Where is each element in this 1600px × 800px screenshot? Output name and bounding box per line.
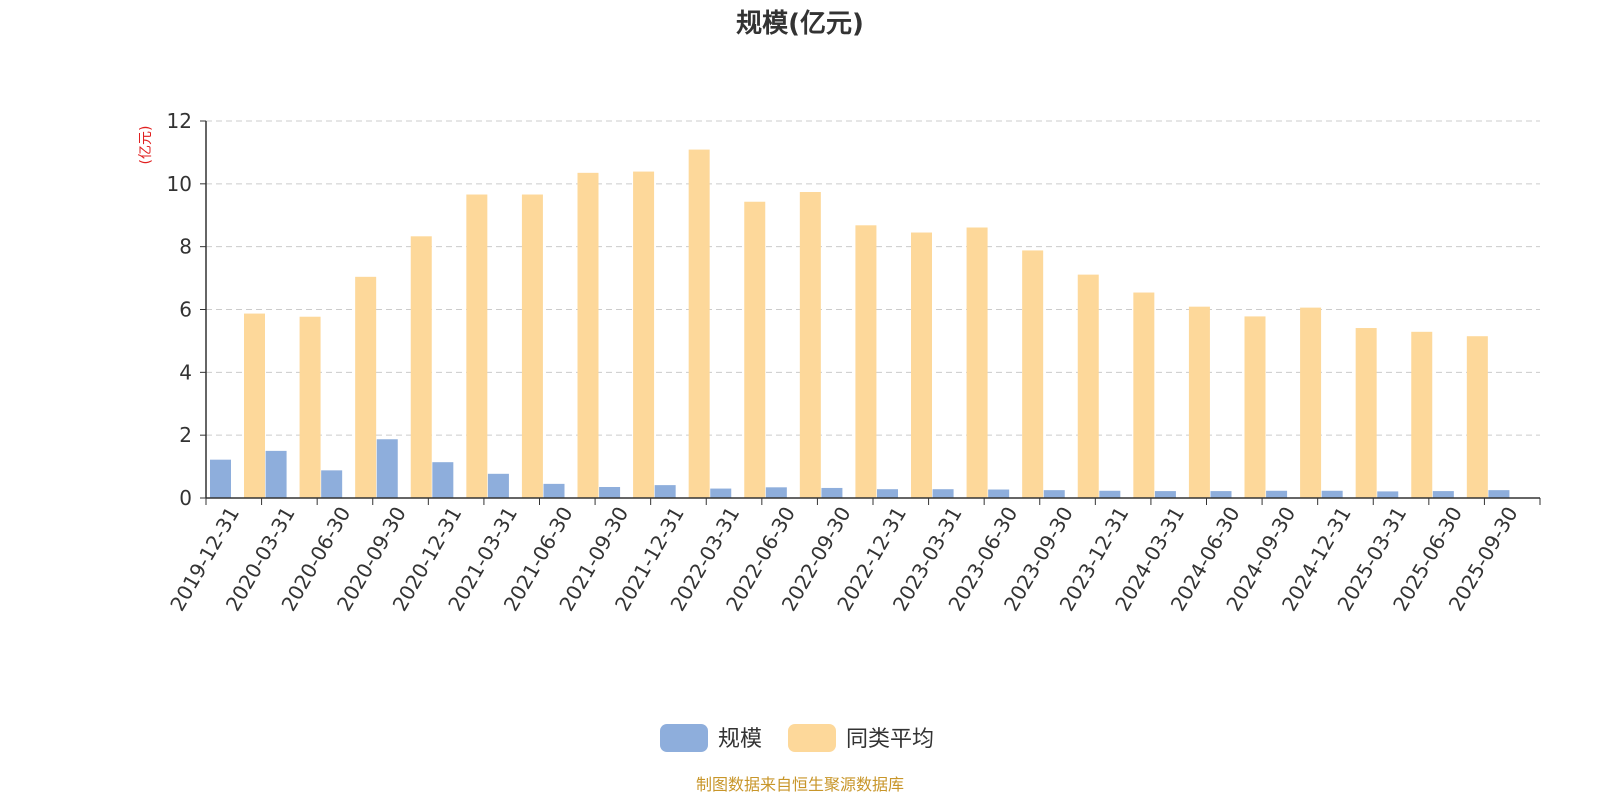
bar-scale: [265, 450, 287, 498]
bar-peer-avg: [1022, 250, 1044, 498]
bar-scale: [210, 459, 231, 498]
bar-scale: [1321, 490, 1343, 498]
y-tick-label: 6: [179, 298, 192, 322]
bar-scale: [654, 485, 676, 498]
y-tick-label: 10: [167, 172, 192, 196]
bar-scale: [710, 488, 732, 498]
legend-label: 同类平均: [846, 727, 934, 752]
bar-scale: [599, 487, 621, 498]
y-tick-label: 8: [179, 235, 192, 259]
bar-scale: [1488, 490, 1510, 498]
bar-peer-avg: [1300, 307, 1322, 498]
bar-peer-avg: [521, 194, 543, 498]
bar-scale: [1266, 490, 1288, 498]
legend-label: 规模: [718, 727, 762, 752]
bar-peer-avg: [966, 227, 988, 498]
bar-peer-avg: [744, 201, 766, 498]
bar-peer-avg: [1466, 336, 1488, 498]
legend-swatch: [660, 724, 708, 752]
bar-scale: [988, 489, 1010, 498]
bar-peer-avg: [855, 225, 877, 498]
bar-scale: [877, 489, 898, 498]
bar-scale: [1099, 490, 1121, 498]
bar-scale: [432, 462, 454, 498]
bar-peer-avg: [688, 149, 710, 498]
bar-peer-avg: [1355, 328, 1377, 498]
bar-scale: [932, 489, 954, 498]
bar-scale: [1210, 491, 1232, 498]
chart-title: 规模(亿元): [736, 9, 864, 39]
y-axis-unit: (亿元): [138, 126, 154, 165]
bar-scale: [1154, 491, 1176, 498]
bar-peer-avg: [299, 316, 321, 498]
bar-peer-avg: [911, 232, 932, 498]
bar-peer-avg: [577, 172, 599, 498]
bar-peer-avg: [1133, 292, 1155, 498]
bars: [210, 149, 1510, 499]
legend: 规模 同类平均: [660, 724, 934, 752]
bar-scale: [1432, 491, 1454, 498]
bar-scale: [543, 483, 565, 498]
bar-scale: [1043, 490, 1065, 498]
y-tick-label: 12: [167, 109, 192, 133]
bar-peer-avg: [244, 313, 265, 498]
bar-peer-avg: [466, 194, 488, 498]
bar-peer-avg: [633, 171, 655, 499]
bar-peer-avg: [1411, 331, 1433, 498]
bar-peer-avg: [799, 192, 821, 499]
bar-scale: [376, 439, 398, 498]
legend-swatch: [788, 724, 836, 752]
bar-peer-avg: [1077, 274, 1099, 498]
bar-peer-avg: [355, 276, 377, 498]
bar-peer-avg: [410, 236, 432, 498]
bar-peer-avg: [1244, 316, 1266, 498]
bar-scale: [1377, 491, 1399, 498]
y-tick-label: 2: [179, 423, 192, 447]
y-tick-label: 0: [179, 486, 192, 510]
bar-scale: [487, 473, 509, 498]
source-note: 制图数据来自恒生聚源数据库: [696, 775, 904, 794]
bar-scale: [321, 470, 343, 498]
bar-peer-avg: [1188, 306, 1210, 498]
bar-scale: [765, 487, 787, 498]
y-tick-label: 4: [179, 360, 192, 384]
bar-scale: [821, 487, 843, 498]
